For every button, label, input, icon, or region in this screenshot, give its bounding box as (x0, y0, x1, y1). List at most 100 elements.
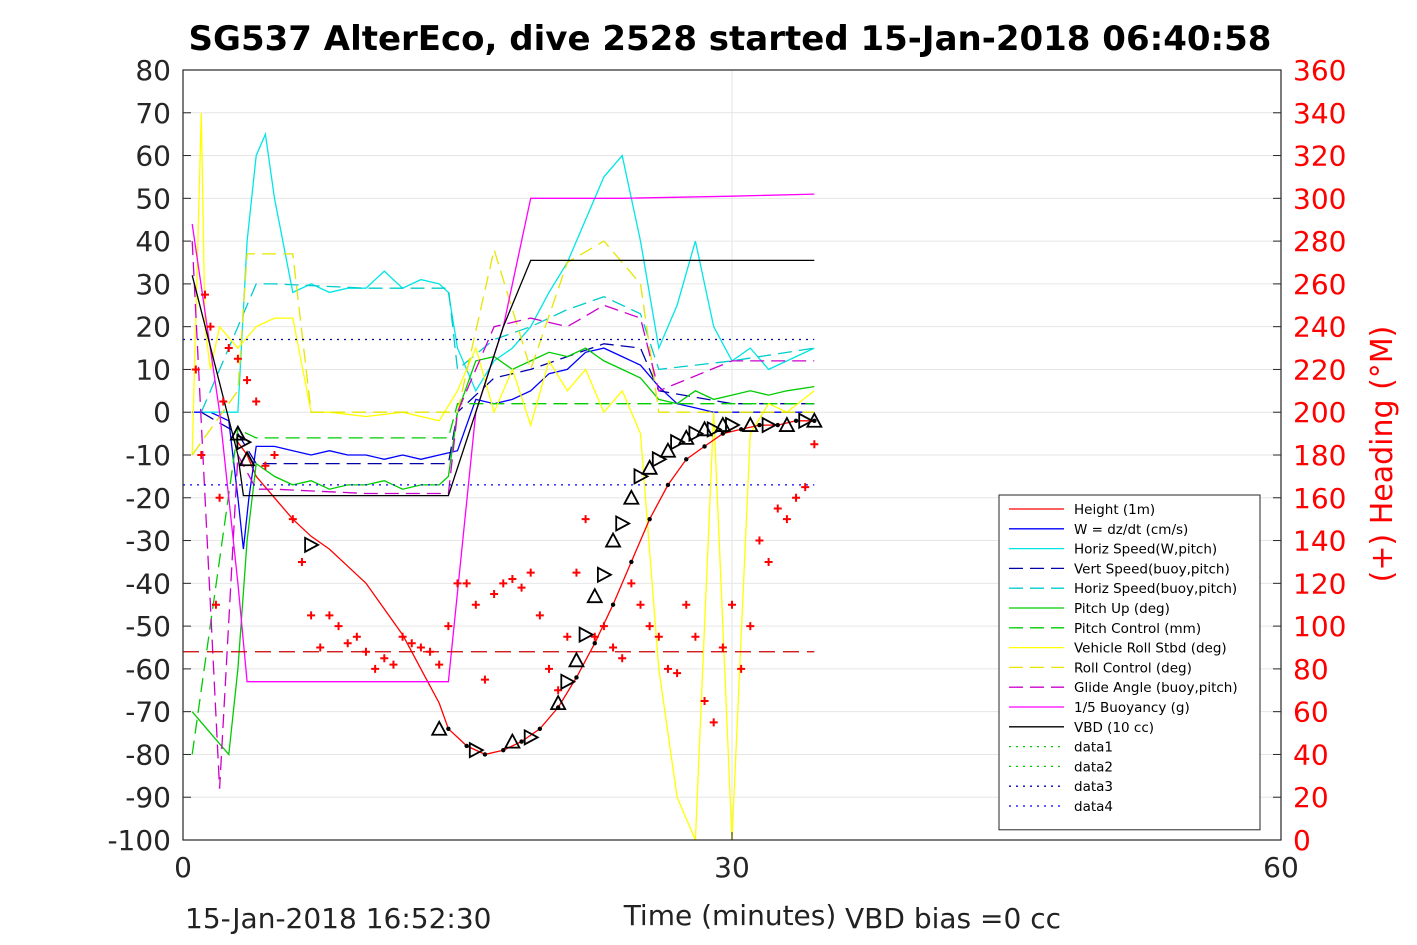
depth-point (446, 726, 451, 731)
x-tick-label: 30 (714, 851, 750, 884)
heading-marker (343, 639, 352, 648)
plot-area: 80706050403020100-10-20-30-40-50-60-70-8… (107, 54, 1346, 884)
heading-marker (453, 579, 462, 588)
heading-marker (444, 622, 453, 631)
direction-marker (503, 732, 521, 749)
heading-marker (426, 647, 435, 656)
legend-entry: Roll Control (deg) (1074, 660, 1192, 676)
legend-entry: VBD (10 cc) (1074, 720, 1154, 736)
heading-marker (554, 686, 563, 695)
heading-marker (334, 622, 343, 631)
y-left-tick-label: -10 (125, 439, 171, 472)
legend-entry: 1/5 Buoyancy (g) (1074, 700, 1190, 716)
legend-entry: Glide Angle (buoy,pitch) (1074, 680, 1238, 696)
y-left-tick-label: 30 (135, 268, 171, 301)
heading-marker (682, 600, 691, 609)
heading-marker (297, 557, 306, 566)
y-right-tick-label: 320 (1293, 140, 1346, 173)
y-left-tick-label: 40 (135, 225, 171, 258)
depth-point (610, 602, 616, 607)
y-right-tick-label: 300 (1293, 182, 1346, 215)
heading-marker (792, 493, 801, 502)
depth-point (464, 743, 469, 749)
legend-entry: data1 (1074, 740, 1113, 756)
direction-marker (761, 416, 778, 434)
heading-marker (773, 504, 782, 513)
heading-marker (200, 290, 209, 299)
y-left-tick-label: -70 (125, 696, 171, 729)
footer-vbd-bias: VBD bias =0 cc (845, 902, 1061, 935)
y-left-tick-label: -80 (125, 738, 171, 771)
heading-marker (416, 643, 425, 652)
depth-point (684, 457, 689, 462)
series-line-2 (201, 131, 815, 413)
heading-marker (663, 664, 672, 673)
heading-marker (801, 483, 810, 492)
legend-entry: Horiz Speed(W,pitch) (1074, 542, 1217, 558)
heading-marker (599, 622, 608, 631)
heading-marker (316, 643, 325, 652)
heading-marker (618, 654, 627, 663)
heading-marker (563, 632, 572, 641)
series-line-1 (192, 347, 815, 550)
direction-marker (622, 488, 640, 505)
legend-entry: data2 (1074, 759, 1113, 775)
depth-point (812, 418, 817, 423)
direction-marker (430, 719, 448, 736)
y-left-tick-label: 80 (135, 54, 171, 87)
heading-marker (380, 654, 389, 663)
direction-marker (597, 566, 613, 584)
footer-timestamp: 15-Jan-2018 16:52:30 (185, 902, 491, 935)
series-line-7 (191, 112, 815, 841)
depth-point (757, 422, 762, 428)
x-tick-label: 60 (1263, 851, 1299, 884)
depth-point (592, 641, 597, 646)
depth-point (519, 739, 524, 744)
heading-marker (636, 600, 645, 609)
heading-marker (462, 579, 471, 588)
heading-marker (224, 344, 233, 353)
heading-marker (215, 493, 224, 502)
heading-marker (270, 451, 279, 459)
y-right-tick-label: 0 (1293, 824, 1311, 857)
heading-marker (191, 365, 200, 374)
y-right-tick-label: 200 (1293, 396, 1346, 429)
x-tick-label: 0 (174, 851, 192, 884)
chart-title: SG537 AlterEco, dive 2528 started 15-Jan… (189, 19, 1272, 59)
series-line-9 (191, 241, 815, 789)
y-right-tick-label: 360 (1293, 54, 1346, 87)
y-left-tick-label: 70 (135, 97, 171, 130)
heading-marker (471, 600, 480, 609)
heading-marker (782, 515, 791, 524)
heading-marker (352, 632, 361, 641)
heading-marker (211, 600, 220, 609)
legend-entry: data3 (1074, 779, 1113, 795)
heading-marker (288, 515, 297, 524)
depth-point (775, 422, 780, 428)
direction-marker (651, 450, 668, 468)
heading-marker (371, 664, 380, 673)
direction-marker (725, 416, 741, 434)
y-right-tick-label: 80 (1293, 653, 1329, 686)
legend: Height (1m) W = dz/dt (cm/s) Horiz Speed(W… (998, 494, 1261, 831)
heading-marker (407, 639, 416, 648)
direction-marker (641, 458, 659, 475)
y-right-tick-label: 220 (1293, 353, 1346, 386)
direction-marker (523, 728, 540, 746)
heading-marker (362, 647, 370, 656)
direction-marker (578, 626, 595, 644)
y-left-tick-label: -100 (107, 824, 171, 857)
heading-marker (206, 322, 215, 331)
depth-point (574, 675, 579, 680)
heading-marker (197, 451, 206, 459)
heading-marker (233, 354, 242, 363)
direction-marker (560, 673, 577, 691)
heading-marker (499, 579, 508, 588)
y-left-tick-label: 10 (135, 353, 171, 386)
depth-point (793, 418, 799, 423)
series-line-11 (191, 259, 815, 497)
series-line-5 (191, 347, 815, 756)
heading-marker (261, 461, 270, 470)
y-left-tick-label: -50 (125, 610, 171, 643)
direction-marker (549, 694, 567, 711)
